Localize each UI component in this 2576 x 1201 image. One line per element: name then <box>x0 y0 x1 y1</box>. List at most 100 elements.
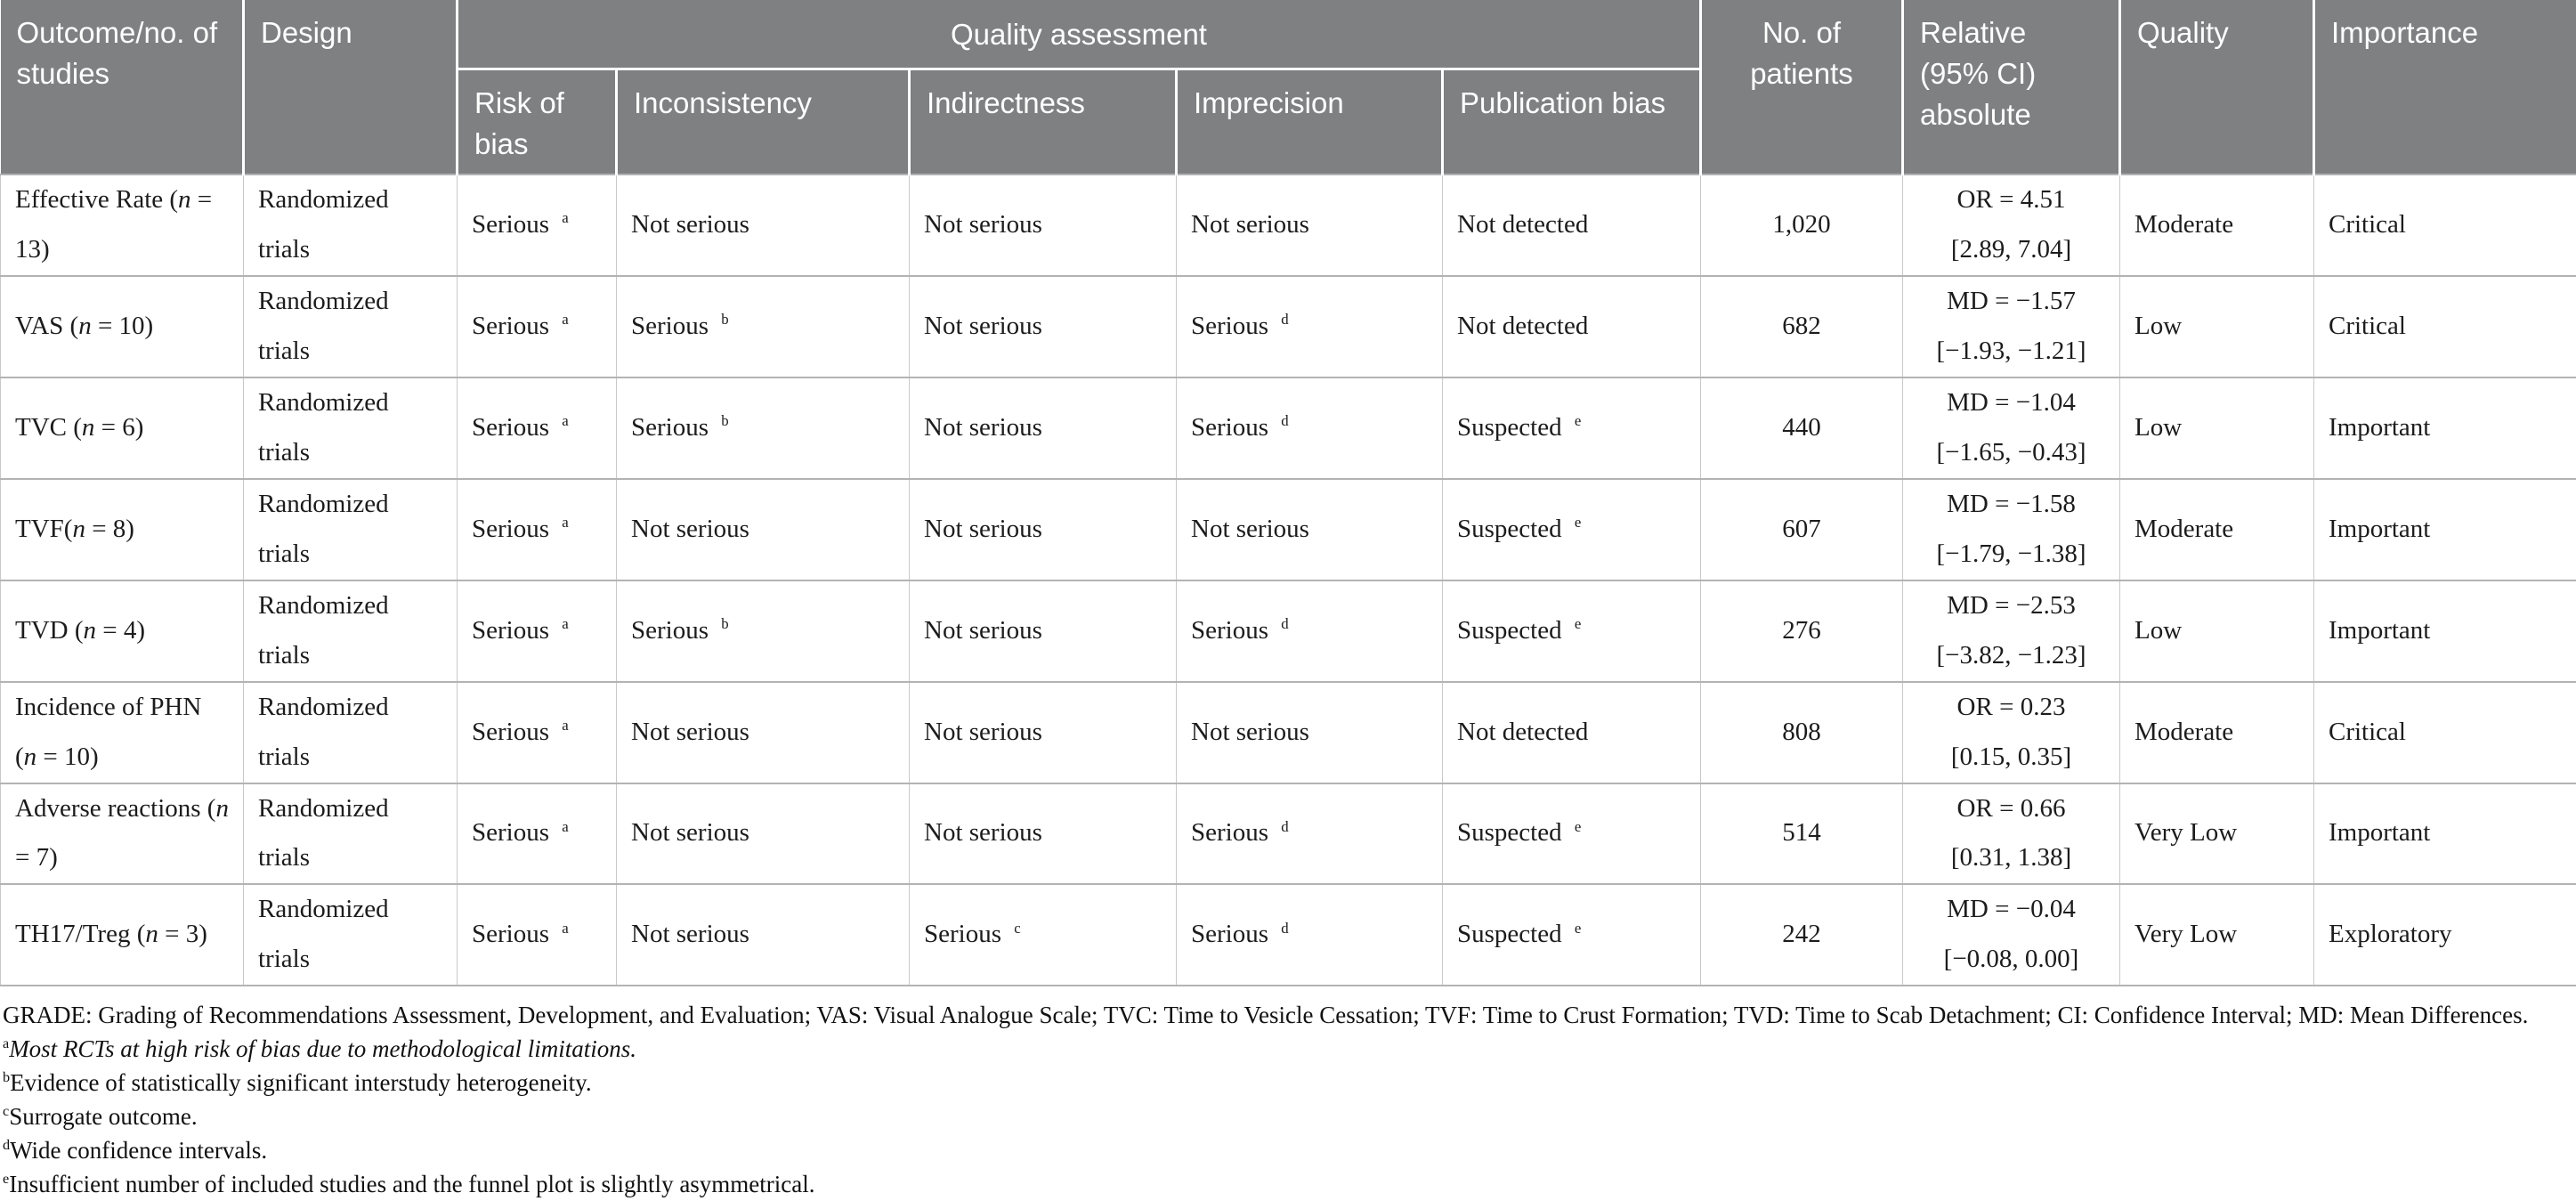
header-risk-of-bias: Risk of bias <box>458 69 617 174</box>
cell-inconsistency: Not serious <box>617 479 910 580</box>
cell-relative: MD = −1.04[−1.65, −0.43] <box>1903 377 2120 479</box>
cell-publication-bias: Not detected <box>1443 276 1701 377</box>
cell-relative: MD = −2.53[−3.82, −1.23] <box>1903 580 2120 682</box>
footnote-abbreviations: GRADE: Grading of Recommendations Assess… <box>3 998 2576 1032</box>
header-quality-assessment: Quality assessment <box>458 0 1701 69</box>
grade-summary-table: Outcome/no. of studies Design Quality as… <box>0 0 2576 986</box>
header-quality: Quality <box>2120 0 2314 174</box>
cell-patients: 514 <box>1701 783 1903 885</box>
header-publication-bias: Publication bias <box>1443 69 1701 174</box>
cell-relative: MD = −1.57[−1.93, −1.21] <box>1903 276 2120 377</box>
cell-patients: 1,020 <box>1701 174 1903 276</box>
footnote-marker: e <box>3 1171 9 1187</box>
relative-estimate: MD = −1.57 <box>1910 277 2112 327</box>
header-outcome: Outcome/no. of studies <box>1 0 244 174</box>
cell-risk-of-bias: Serious a <box>458 276 617 377</box>
relative-ci: [0.15, 0.35] <box>1910 733 2112 783</box>
cell-quality: Low <box>2120 276 2314 377</box>
cell-importance: Important <box>2314 580 2576 682</box>
cell-patients: 276 <box>1701 580 1903 682</box>
cell-imprecision: Serious d <box>1177 884 1443 986</box>
relative-ci: [−3.82, −1.23] <box>1910 631 2112 681</box>
relative-ci: [−0.08, 0.00] <box>1910 935 2112 985</box>
cell-publication-bias: Suspected e <box>1443 580 1701 682</box>
cell-patients: 682 <box>1701 276 1903 377</box>
cell-imprecision: Serious d <box>1177 377 1443 479</box>
cell-relative: OR = 0.66[0.31, 1.38] <box>1903 783 2120 885</box>
table-row: Effective Rate (n = 13)Randomized trials… <box>1 174 2576 276</box>
header-group-row: Outcome/no. of studies Design Quality as… <box>1 0 2576 69</box>
cell-inconsistency: Not serious <box>617 884 910 986</box>
cell-outcome: TVD (n = 4) <box>1 580 244 682</box>
footnote-text: Wide confidence intervals. <box>10 1137 267 1164</box>
footnotes: GRADE: Grading of Recommendations Assess… <box>3 998 2576 1201</box>
header-relative: Relative (95% CI) absolute <box>1903 0 2120 174</box>
cell-patients: 242 <box>1701 884 1903 986</box>
cell-design: Randomized trials <box>244 682 458 783</box>
relative-ci: [0.31, 1.38] <box>1910 833 2112 883</box>
cell-publication-bias: Suspected e <box>1443 377 1701 479</box>
table-body: Effective Rate (n = 13)Randomized trials… <box>1 174 2576 986</box>
cell-relative: MD = −0.04[−0.08, 0.00] <box>1903 884 2120 986</box>
cell-risk-of-bias: Serious a <box>458 682 617 783</box>
cell-indirectness: Not serious <box>910 276 1177 377</box>
cell-importance: Important <box>2314 479 2576 580</box>
cell-indirectness: Not serious <box>910 682 1177 783</box>
cell-outcome: TH17/Treg (n = 3) <box>1 884 244 986</box>
cell-publication-bias: Not detected <box>1443 682 1701 783</box>
relative-estimate: OR = 0.66 <box>1910 784 2112 834</box>
cell-design: Randomized trials <box>244 174 458 276</box>
cell-importance: Important <box>2314 783 2576 885</box>
header-design: Design <box>244 0 458 174</box>
footnote-e: eInsufficient number of included studies… <box>3 1167 2576 1201</box>
header-importance: Importance <box>2314 0 2576 174</box>
cell-relative: MD = −1.58[−1.79, −1.38] <box>1903 479 2120 580</box>
cell-quality: Very Low <box>2120 783 2314 885</box>
relative-ci: [−1.65, −0.43] <box>1910 428 2112 478</box>
relative-ci: [−1.93, −1.21] <box>1910 327 2112 377</box>
cell-quality: Low <box>2120 377 2314 479</box>
footnote-a: aMost RCTs at high risk of bias due to m… <box>3 1032 2576 1066</box>
cell-design: Randomized trials <box>244 479 458 580</box>
cell-inconsistency: Serious b <box>617 276 910 377</box>
footnote-text: Insufficient number of included studies … <box>9 1171 814 1197</box>
cell-indirectness: Not serious <box>910 174 1177 276</box>
table-row: Incidence of PHN (n = 10)Randomized tria… <box>1 682 2576 783</box>
cell-outcome: VAS (n = 10) <box>1 276 244 377</box>
cell-quality: Very Low <box>2120 884 2314 986</box>
footnote-marker: b <box>3 1069 10 1085</box>
cell-indirectness: Not serious <box>910 377 1177 479</box>
cell-imprecision: Not serious <box>1177 682 1443 783</box>
cell-relative: OR = 0.23[0.15, 0.35] <box>1903 682 2120 783</box>
cell-patients: 808 <box>1701 682 1903 783</box>
cell-risk-of-bias: Serious a <box>458 580 617 682</box>
cell-inconsistency: Serious b <box>617 377 910 479</box>
cell-inconsistency: Not serious <box>617 174 910 276</box>
cell-indirectness: Not serious <box>910 479 1177 580</box>
cell-importance: Important <box>2314 377 2576 479</box>
cell-imprecision: Serious d <box>1177 783 1443 885</box>
cell-risk-of-bias: Serious a <box>458 479 617 580</box>
cell-risk-of-bias: Serious a <box>458 884 617 986</box>
relative-estimate: MD = −1.58 <box>1910 480 2112 530</box>
cell-importance: Critical <box>2314 682 2576 783</box>
cell-publication-bias: Suspected e <box>1443 884 1701 986</box>
cell-quality: Moderate <box>2120 174 2314 276</box>
cell-design: Randomized trials <box>244 377 458 479</box>
cell-imprecision: Serious d <box>1177 580 1443 682</box>
relative-ci: [−1.79, −1.38] <box>1910 530 2112 580</box>
cell-risk-of-bias: Serious a <box>458 174 617 276</box>
cell-publication-bias: Suspected e <box>1443 479 1701 580</box>
cell-imprecision: Not serious <box>1177 174 1443 276</box>
table-header: Outcome/no. of studies Design Quality as… <box>1 0 2576 174</box>
cell-outcome: Incidence of PHN (n = 10) <box>1 682 244 783</box>
relative-estimate: MD = −0.04 <box>1910 885 2112 935</box>
footnote-text: Most RCTs at high risk of bias due to me… <box>9 1035 636 1062</box>
cell-risk-of-bias: Serious a <box>458 377 617 479</box>
cell-outcome: Adverse reactions (n = 7) <box>1 783 244 885</box>
cell-design: Randomized trials <box>244 783 458 885</box>
footnote-marker: d <box>3 1137 10 1153</box>
